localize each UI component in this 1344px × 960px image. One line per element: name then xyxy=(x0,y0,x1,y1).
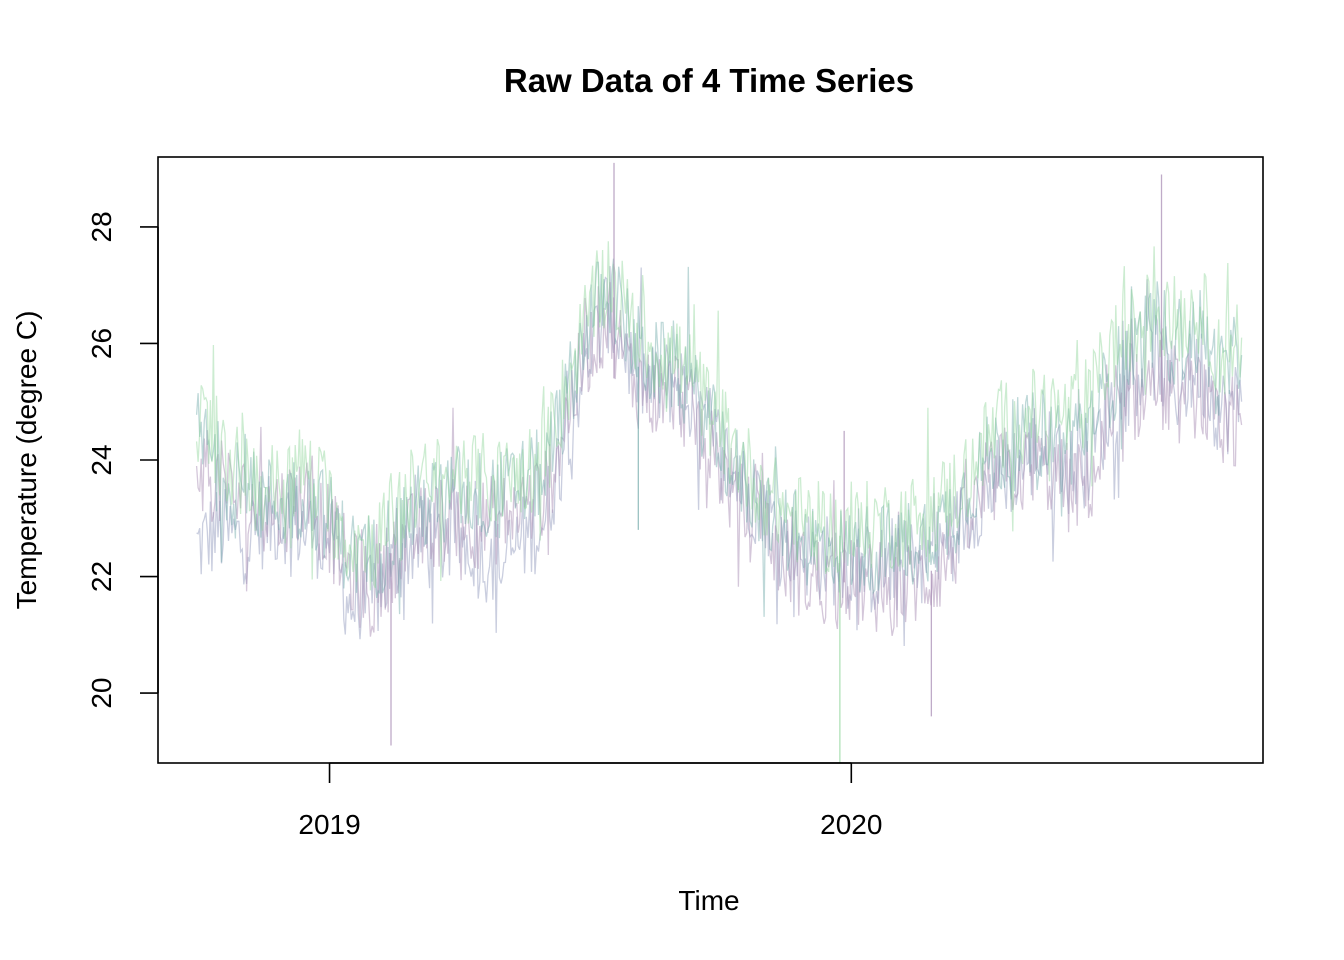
series-line-3 xyxy=(195,258,1243,617)
x-tick-label: 2020 xyxy=(820,809,882,840)
y-tick-label: 26 xyxy=(86,328,117,359)
y-tick-label: 20 xyxy=(86,678,117,709)
x-axis: 2019 2020 xyxy=(298,762,882,840)
chart-title: Raw Data of 4 Time Series xyxy=(504,62,914,99)
y-tick-label: 22 xyxy=(86,561,117,592)
y-tick-label: 24 xyxy=(86,444,117,475)
y-axis-label: Temperature (degree C) xyxy=(11,311,42,610)
series-line-4 xyxy=(195,241,1243,591)
series-line-2 xyxy=(195,282,1243,637)
x-axis-label: Time xyxy=(678,885,739,916)
y-tick-label: 28 xyxy=(86,211,117,242)
y-axis: 20 22 24 26 28 xyxy=(86,211,159,709)
series-layer xyxy=(195,162,1243,763)
x-tick-label: 2019 xyxy=(298,809,360,840)
